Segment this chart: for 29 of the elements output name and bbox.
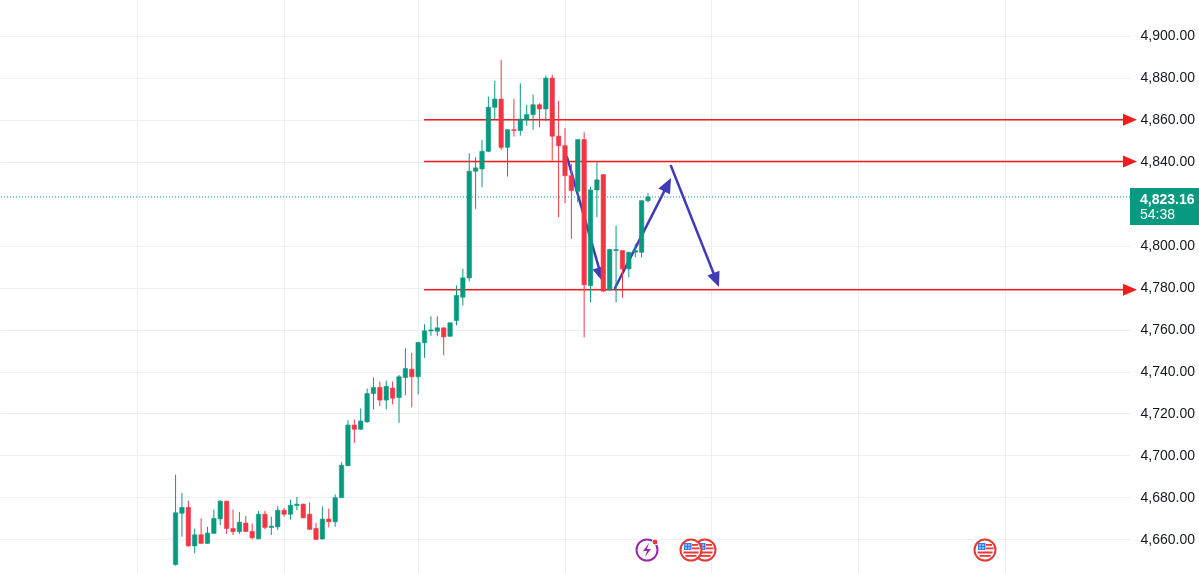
y-tick-label: 4,760.00: [1140, 321, 1196, 338]
y-tick-label: 4,840.00: [1140, 153, 1196, 170]
candlestick: [319, 505, 325, 540]
y-tick-label: 4,780.00: [1140, 279, 1196, 296]
candlestick: [236, 511, 242, 535]
y-tick-label: 4,740.00: [1140, 363, 1196, 380]
y-tick-label: 4,900.00: [1140, 27, 1196, 44]
y-tick-label: 4,800.00: [1140, 237, 1196, 254]
candlestick: [383, 380, 389, 410]
y-tick-label: 4,660.00: [1140, 530, 1196, 547]
candlestick: [351, 419, 357, 444]
y-tick-label: 4,880.00: [1140, 69, 1196, 86]
candlestick: [441, 326, 447, 356]
y-tick-label: 4,720.00: [1140, 404, 1196, 421]
y-tick-label: 4,860.00: [1140, 111, 1196, 128]
candlestick: [536, 102, 542, 128]
candlestick: [192, 528, 198, 554]
candlestick: [619, 249, 625, 299]
candlestick: [326, 508, 332, 528]
y-tick-label: 4,700.00: [1140, 446, 1196, 463]
candlestick: [377, 381, 383, 407]
candlestick: [505, 128, 511, 178]
candlestick: [511, 98, 517, 138]
candlestick: [262, 510, 268, 530]
candlestick: [198, 517, 204, 545]
y-tick-label: 4,680.00: [1140, 488, 1196, 505]
ref-line-label: 4,823.16: [1140, 190, 1195, 207]
candlestick: [409, 352, 415, 408]
candlestick: [390, 381, 396, 405]
